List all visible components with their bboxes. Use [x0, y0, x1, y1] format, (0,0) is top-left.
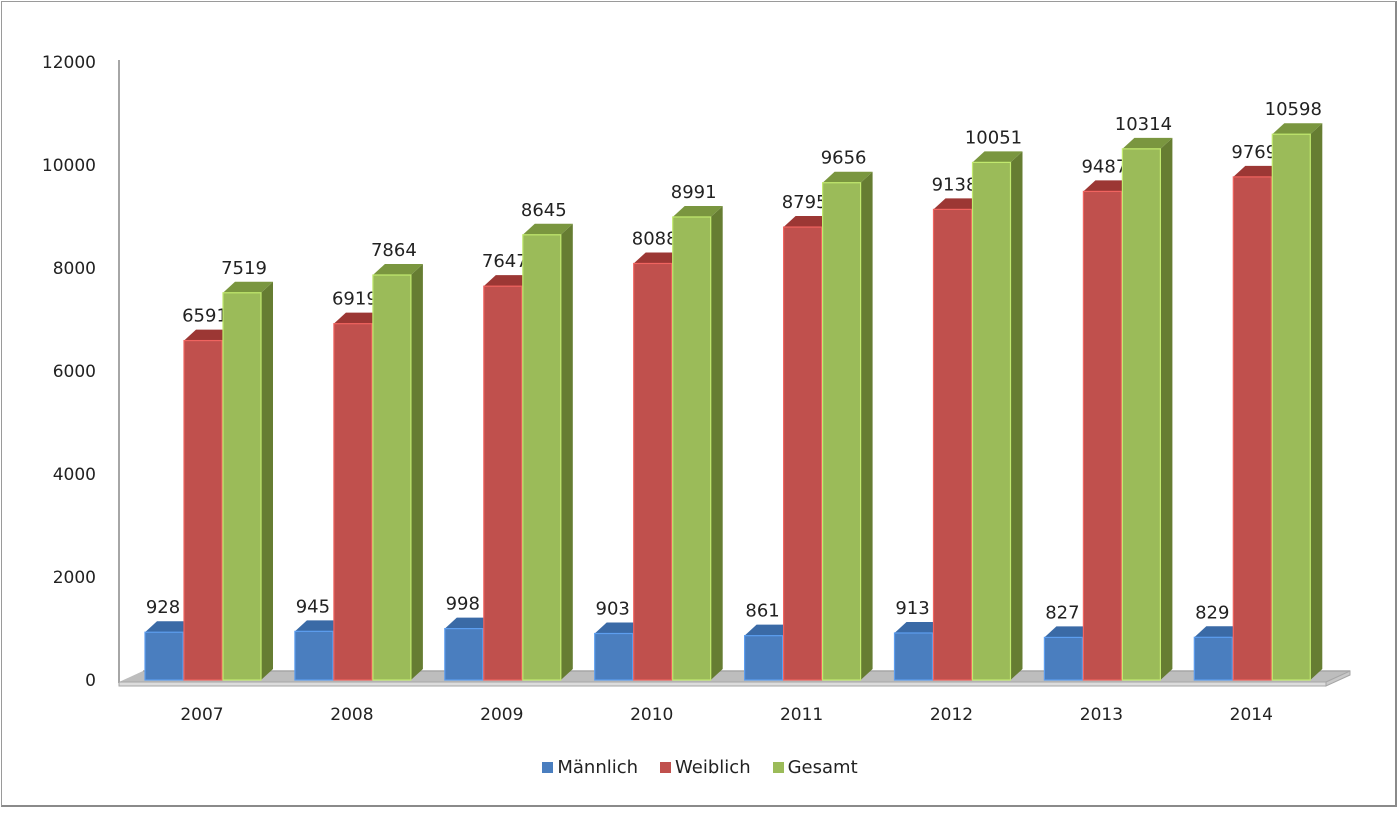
data-label: 8645 — [521, 200, 567, 221]
legend-label: Weiblich — [675, 757, 751, 778]
data-label: 861 — [745, 601, 779, 622]
bar-group-2011: 861 8795 9656 — [743, 148, 873, 681]
chart-floor — [119, 671, 1350, 682]
data-label: 6919 — [332, 289, 378, 310]
bar-gesamt-2009[interactable] — [522, 223, 573, 681]
y-tick-label: 4000 — [53, 465, 96, 485]
data-label: 998 — [446, 594, 480, 615]
x-tick-label: 2010 — [630, 705, 673, 725]
bar-gesamt-2007[interactable] — [222, 281, 273, 681]
bar-group-2013: 827 9487 10314 — [1043, 114, 1173, 681]
data-label: 903 — [596, 598, 630, 619]
data-label: 8795 — [782, 192, 828, 213]
y-tick-label: 12000 — [42, 53, 96, 73]
data-label: 9487 — [1081, 156, 1127, 177]
bar-group-2010: 903 8088 8991 — [594, 182, 723, 681]
y-tick-label: 10000 — [42, 156, 96, 176]
bar-group-2012: 913 9138 10051 — [893, 127, 1023, 681]
data-label: 928 — [146, 597, 180, 618]
data-label: 7864 — [371, 240, 417, 261]
legend-item-maennlich[interactable]: Männlich — [542, 757, 638, 778]
x-tick-label: 2007 — [180, 705, 223, 725]
x-tick-label: 2009 — [480, 705, 523, 725]
data-label: 8991 — [671, 182, 717, 203]
y-tick-label: 2000 — [53, 568, 96, 588]
data-label: 6591 — [182, 306, 228, 327]
legend-label: Gesamt — [787, 757, 858, 778]
data-label: 829 — [1195, 602, 1229, 623]
y-tick-label: 8000 — [53, 259, 96, 279]
x-tick-label: 2011 — [780, 705, 823, 725]
data-label: 945 — [296, 596, 330, 617]
data-label: 8088 — [632, 228, 678, 249]
legend-item-weiblich[interactable]: Weiblich — [660, 757, 751, 778]
legend-swatch-gesamt — [772, 762, 784, 773]
data-label: 7519 — [221, 258, 267, 279]
x-tick-label: 2013 — [1080, 705, 1123, 725]
data-label: 10314 — [1115, 114, 1172, 135]
data-label: 10598 — [1265, 99, 1322, 120]
bar-gesamt-2012[interactable] — [971, 151, 1023, 681]
data-label: 9656 — [821, 148, 867, 169]
y-tick-label: 6000 — [53, 362, 96, 382]
bar-gesamt-2014[interactable] — [1271, 123, 1323, 681]
x-tick-label: 2014 — [1230, 705, 1273, 725]
floor-side — [1325, 670, 1351, 687]
data-label: 9769 — [1231, 142, 1277, 163]
data-label: 9138 — [932, 174, 978, 195]
data-label: 7647 — [482, 251, 528, 272]
legend: Männlich Weiblich Gesamt — [0, 757, 1400, 778]
legend-item-gesamt[interactable]: Gesamt — [772, 757, 858, 778]
bar-group-2009: 998 7647 8645 — [444, 200, 573, 681]
chart-floor-edge — [118, 681, 1327, 687]
data-label: 827 — [1045, 602, 1079, 623]
legend-swatch-weiblich — [660, 762, 672, 773]
bar-group-2014: 829 9769 10598 — [1193, 99, 1323, 681]
bar-gesamt-2008[interactable] — [372, 264, 423, 681]
y-tick-label: 0 — [85, 671, 96, 691]
legend-label: Männlich — [557, 757, 639, 778]
data-label: 10051 — [965, 127, 1022, 148]
x-tick-label: 2012 — [930, 705, 973, 725]
bar-gesamt-2010[interactable] — [672, 205, 723, 681]
bar-gesamt-2011[interactable] — [821, 171, 873, 681]
bar-gesamt-2013[interactable] — [1121, 137, 1173, 681]
bar-group-2008: 945 6919 7864 — [294, 240, 423, 681]
legend-swatch-maennlich — [542, 762, 554, 773]
x-tick-label: 2008 — [330, 705, 373, 725]
data-label: 913 — [895, 598, 929, 619]
bar-group-2007: 928 6591 7519 — [144, 258, 273, 681]
